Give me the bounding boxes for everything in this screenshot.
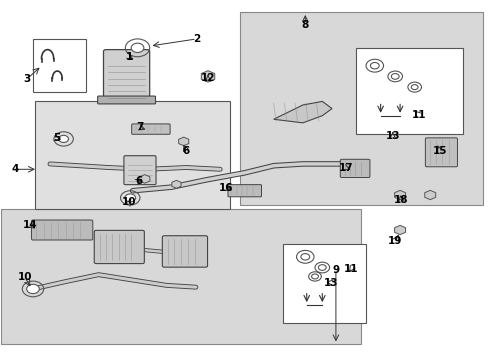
Polygon shape [273,102,331,123]
FancyBboxPatch shape [356,48,462,134]
FancyBboxPatch shape [103,50,149,103]
Text: 6: 6 [135,176,142,186]
Text: 11: 11 [344,264,358,274]
FancyBboxPatch shape [35,102,229,208]
FancyBboxPatch shape [340,159,369,177]
Circle shape [300,253,309,260]
Text: 4: 4 [11,164,19,174]
Text: 18: 18 [393,195,407,204]
FancyBboxPatch shape [33,39,86,93]
Text: 13: 13 [323,278,338,288]
FancyBboxPatch shape [425,138,457,167]
Text: 15: 15 [432,146,447,156]
Circle shape [27,284,39,294]
Text: 16: 16 [218,183,233,193]
FancyBboxPatch shape [123,156,156,185]
Circle shape [131,43,143,53]
Text: 5: 5 [53,133,60,143]
FancyBboxPatch shape [283,244,366,323]
Text: 10: 10 [122,197,136,207]
Circle shape [370,63,378,69]
Circle shape [311,274,318,279]
Circle shape [390,73,398,79]
Text: 6: 6 [182,146,189,156]
Circle shape [410,85,417,90]
FancyBboxPatch shape [239,12,482,205]
Text: 3: 3 [23,74,30,84]
FancyBboxPatch shape [94,230,144,264]
Text: 1: 1 [125,52,133,62]
Text: 10: 10 [18,272,32,282]
Circle shape [318,265,325,270]
FancyBboxPatch shape [98,96,155,104]
Text: 2: 2 [193,34,200,44]
Text: 8: 8 [301,19,308,30]
Text: 17: 17 [339,163,353,173]
FancyBboxPatch shape [162,236,207,267]
Text: 13: 13 [385,131,399,141]
FancyBboxPatch shape [131,124,170,134]
Text: 9: 9 [332,265,339,275]
Text: 7: 7 [136,122,143,132]
FancyBboxPatch shape [1,208,361,344]
Text: 14: 14 [23,220,38,230]
Circle shape [124,194,135,202]
Text: 11: 11 [410,110,425,120]
Text: 12: 12 [201,73,215,83]
Text: 19: 19 [387,237,402,247]
FancyBboxPatch shape [227,185,261,197]
Circle shape [59,135,68,143]
FancyBboxPatch shape [31,220,93,240]
